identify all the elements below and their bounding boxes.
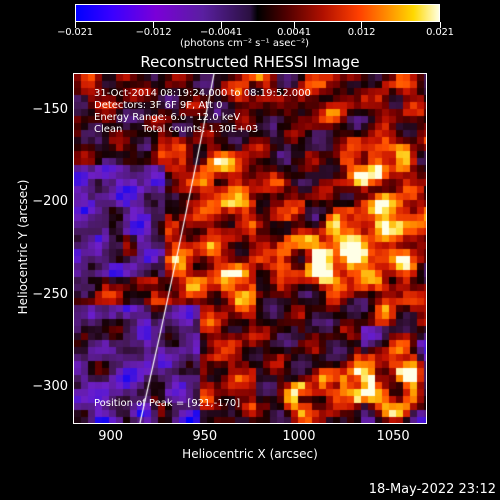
annotation-energy: Energy Range: 6.0 - 12.0 keV (94, 112, 241, 123)
colorbar-tick (361, 22, 363, 28)
colorbar (75, 4, 440, 22)
annotation-detectors: Detectors: 3F 6F 9F, Att 0 (94, 100, 223, 111)
annotation-method: Clean (94, 124, 123, 135)
y-tick-label: −150 (32, 101, 68, 117)
annotation-counts: Total counts: 1.30E+03 (142, 124, 259, 135)
annotation-time: 31-Oct-2014 08:19:24.000 to 08:19:52.000 (94, 88, 311, 99)
x-tick-label: 1050 (376, 429, 410, 444)
y-tick-label: −200 (32, 194, 68, 210)
colorbar-tick (220, 22, 222, 28)
colorbar-tick (439, 22, 441, 28)
heatmap-plot: 31-Oct-2014 08:19:24.000 to 08:19:52.000… (73, 73, 427, 424)
colorbar-tick-label: −0.012 (135, 27, 172, 38)
x-tick-label: 1000 (282, 429, 316, 444)
image-title: Reconstructed RHESSI Image (140, 53, 360, 71)
heatmap-image (74, 74, 426, 423)
colorbar-tick-label: 0.012 (347, 27, 376, 38)
x-tick-label: 950 (192, 429, 218, 444)
y-tick-label: −250 (32, 286, 68, 302)
y-axis-label: Heliocentric Y (arcsec) (16, 179, 30, 315)
colorbar-tick (74, 22, 76, 28)
annotation-peak: Position of Peak = [921,-170] (94, 398, 241, 409)
colorbar-tick-label: 0.021 (426, 27, 454, 38)
colorbar-tick-label: −0.0041 (200, 27, 242, 38)
colorbar-tick-label: −0.021 (57, 27, 93, 38)
colorbar-tick (293, 22, 295, 28)
x-axis-label: Heliocentric X (arcsec) (182, 447, 318, 461)
y-tick-label: −300 (32, 379, 68, 395)
colorbar-tick-label: 0.0041 (277, 27, 311, 38)
colorbar-tick (152, 22, 154, 28)
colorbar-units: (photons cm⁻² s⁻¹ asec⁻²) (180, 38, 310, 49)
plot-timestamp: 18-May-2022 23:12 (368, 482, 496, 497)
x-tick-label: 900 (98, 429, 124, 444)
